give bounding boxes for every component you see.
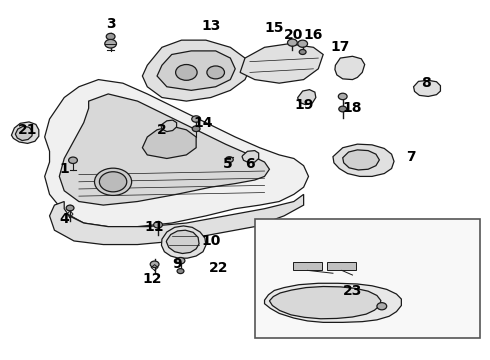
Text: 19: 19 <box>294 98 313 112</box>
Polygon shape <box>143 126 196 158</box>
Bar <box>327 262 356 270</box>
Text: 23: 23 <box>343 284 362 298</box>
Text: 2: 2 <box>157 123 167 137</box>
Polygon shape <box>161 120 176 132</box>
Circle shape <box>150 261 159 267</box>
Text: 20: 20 <box>284 28 303 42</box>
Circle shape <box>338 93 347 100</box>
Polygon shape <box>45 80 309 226</box>
Polygon shape <box>240 44 323 83</box>
Circle shape <box>225 157 233 162</box>
Polygon shape <box>265 283 401 322</box>
Text: 9: 9 <box>172 257 181 271</box>
Polygon shape <box>59 94 270 205</box>
Text: 10: 10 <box>201 234 220 248</box>
Polygon shape <box>49 194 304 244</box>
Polygon shape <box>298 90 316 105</box>
Circle shape <box>177 269 184 274</box>
Polygon shape <box>15 126 32 140</box>
Circle shape <box>106 33 115 40</box>
Circle shape <box>69 157 77 163</box>
Polygon shape <box>11 122 39 143</box>
Polygon shape <box>414 80 441 96</box>
Circle shape <box>288 39 297 46</box>
Text: 22: 22 <box>208 261 228 275</box>
Circle shape <box>105 40 117 48</box>
Text: 17: 17 <box>331 40 350 54</box>
Circle shape <box>207 66 224 79</box>
Text: 8: 8 <box>421 76 431 90</box>
Text: 1: 1 <box>59 162 69 176</box>
Circle shape <box>95 168 132 195</box>
Polygon shape <box>343 150 379 170</box>
Circle shape <box>99 172 127 192</box>
Text: 11: 11 <box>145 220 164 234</box>
Text: 12: 12 <box>143 271 162 285</box>
Text: 5: 5 <box>223 157 233 171</box>
Polygon shape <box>333 144 394 176</box>
Text: 14: 14 <box>194 116 213 130</box>
Text: 21: 21 <box>18 123 37 137</box>
Text: 18: 18 <box>343 101 362 115</box>
Text: 3: 3 <box>106 17 116 31</box>
Text: 7: 7 <box>406 150 416 164</box>
Circle shape <box>192 116 200 122</box>
Polygon shape <box>157 51 235 90</box>
Text: 16: 16 <box>304 28 323 42</box>
Circle shape <box>154 222 162 228</box>
Polygon shape <box>166 230 199 253</box>
Polygon shape <box>242 150 259 163</box>
Circle shape <box>298 40 308 47</box>
Text: 13: 13 <box>201 19 220 33</box>
Circle shape <box>377 303 387 310</box>
Polygon shape <box>161 226 206 258</box>
Circle shape <box>339 106 346 112</box>
Polygon shape <box>143 40 250 101</box>
Polygon shape <box>335 56 365 80</box>
Circle shape <box>299 49 306 54</box>
Circle shape <box>175 64 197 80</box>
Bar <box>293 262 322 270</box>
Circle shape <box>192 126 200 132</box>
Text: 6: 6 <box>245 157 255 171</box>
Text: 15: 15 <box>265 21 284 35</box>
Polygon shape <box>270 287 381 319</box>
Circle shape <box>66 205 74 211</box>
Circle shape <box>176 257 185 264</box>
Bar <box>255 220 480 338</box>
Text: 4: 4 <box>59 212 69 226</box>
